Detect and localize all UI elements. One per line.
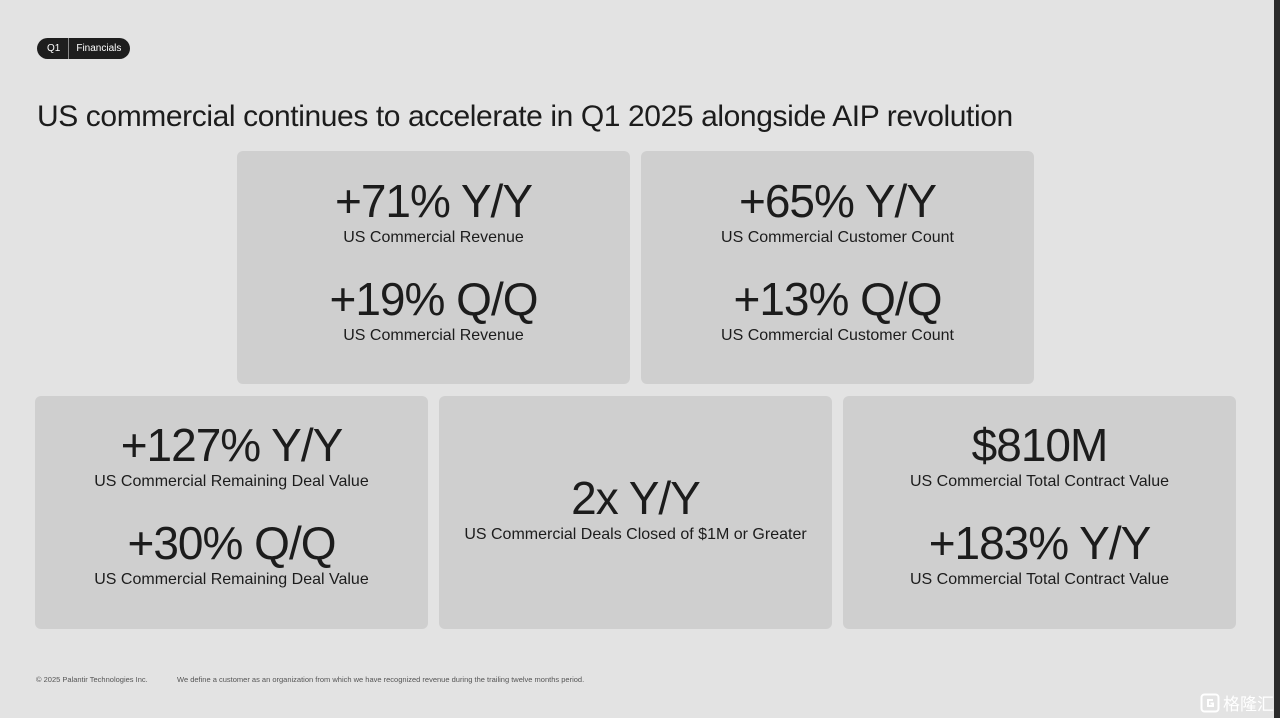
metric-value: $810M <box>971 419 1109 471</box>
card-us-commercial-remaining-deal-value: +127% Y/Y US Commercial Remaining Deal V… <box>35 396 428 629</box>
metric-label: US Commercial Total Contract Value <box>909 571 1170 588</box>
metric-value: 2x Y/Y <box>571 472 701 524</box>
watermark-text: 格隆汇 <box>1223 695 1274 714</box>
metric-value: +71% Y/Y <box>334 175 533 227</box>
card-us-commercial-deals-closed: 2x Y/Y US Commercial Deals Closed of $1M… <box>439 396 832 629</box>
footer-note: We define a customer as an organization … <box>177 675 585 684</box>
badge-section: Financials <box>76 43 122 54</box>
metric-label: US Commercial Customer Count <box>721 229 954 246</box>
slide-title: US commercial continues to accelerate in… <box>37 100 1013 133</box>
metric-label: US Commercial Deals Closed of $1M or Gre… <box>464 526 807 543</box>
badge-period: Q1 <box>47 43 61 54</box>
metric-value: +30% Q/Q <box>127 517 336 569</box>
metric-block: +30% Q/Q US Commercial Remaining Deal Va… <box>35 517 428 590</box>
metric-value: +19% Q/Q <box>329 273 538 325</box>
metric-label: US Commercial Revenue <box>343 327 524 344</box>
metric-label: US Commercial Total Contract Value <box>909 473 1170 490</box>
metric-block: $810M US Commercial Total Contract Value <box>843 419 1236 492</box>
metric-value: +13% Q/Q <box>733 273 942 325</box>
right-edge-border <box>1274 0 1280 718</box>
watermark: 格隆汇 <box>1200 690 1274 715</box>
metric-block: +183% Y/Y US Commercial Total Contract V… <box>843 517 1236 590</box>
section-badge: Q1 Financials <box>37 38 131 59</box>
metric-block: +65% Y/Y US Commercial Customer Count <box>641 175 1034 248</box>
badge-divider <box>68 38 70 59</box>
metric-block: 2x Y/Y US Commercial Deals Closed of $1M… <box>439 472 832 545</box>
metric-value: +183% Y/Y <box>928 517 1152 569</box>
watermark-logo-icon <box>1200 693 1220 712</box>
metric-label: US Commercial Remaining Deal Value <box>94 473 369 490</box>
metric-label: US Commercial Customer Count <box>721 327 954 344</box>
metric-value: +127% Y/Y <box>120 419 344 471</box>
card-us-commercial-total-contract-value: $810M US Commercial Total Contract Value… <box>843 396 1236 629</box>
card-us-commercial-revenue: +71% Y/Y US Commercial Revenue +19% Q/Q … <box>237 151 630 384</box>
metric-value: +65% Y/Y <box>738 175 937 227</box>
metric-block: +71% Y/Y US Commercial Revenue <box>237 175 630 248</box>
footer-copyright: © 2025 Palantir Technologies Inc. <box>36 675 148 684</box>
metric-block: +19% Q/Q US Commercial Revenue <box>237 273 630 346</box>
metric-label: US Commercial Remaining Deal Value <box>94 571 369 588</box>
card-us-commercial-customer-count: +65% Y/Y US Commercial Customer Count +1… <box>641 151 1034 384</box>
metric-label: US Commercial Revenue <box>343 229 524 246</box>
metric-block: +127% Y/Y US Commercial Remaining Deal V… <box>35 419 428 492</box>
metric-block: +13% Q/Q US Commercial Customer Count <box>641 273 1034 346</box>
